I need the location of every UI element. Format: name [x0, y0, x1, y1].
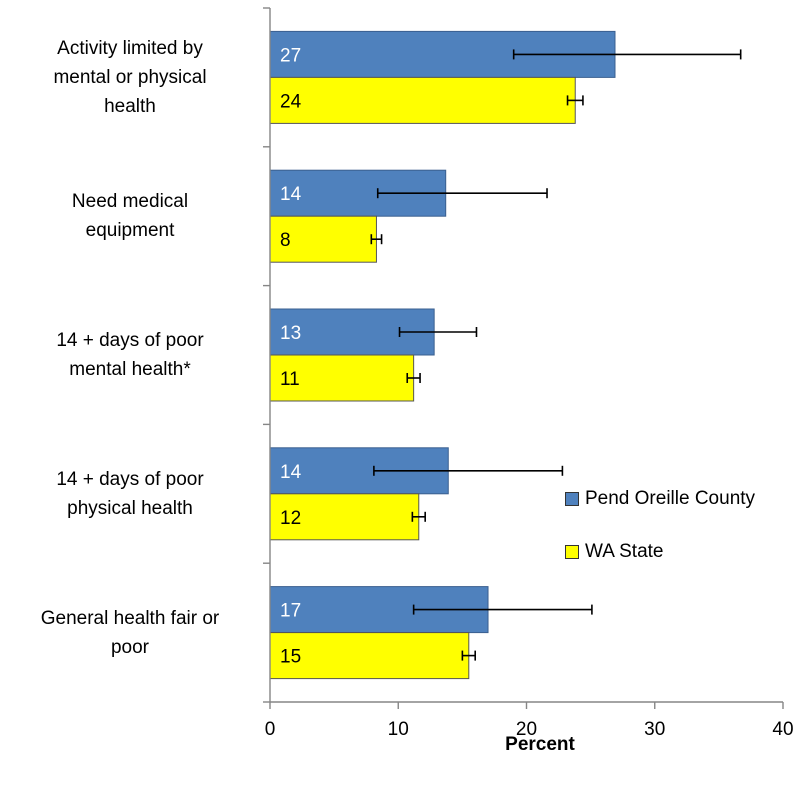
- category-label: Activity limited by mental or physical hea…: [0, 34, 260, 121]
- category-label-line: mental or physical: [53, 66, 207, 88]
- x-tick-label: 20: [516, 719, 537, 740]
- category-label-line: Need medical: [71, 191, 189, 213]
- legend-label-state: WA State: [585, 541, 664, 562]
- category-label: 14 + days of poor physical health: [0, 465, 260, 523]
- bar-value-label-county: 17: [280, 601, 301, 622]
- bar-state: [269, 76, 576, 124]
- legend-swatch-state: [565, 545, 579, 559]
- bar-state: [269, 632, 470, 680]
- bar-value-label-state: 24: [280, 91, 302, 112]
- bar-labels-layer: 27 24 14 8 13 11 14 12 17 15: [280, 45, 302, 667]
- error-bars-layer: [370, 49, 742, 661]
- bar-value-label-county: 14: [280, 462, 302, 483]
- bar-value-label-county: 27: [280, 45, 301, 66]
- legend: Pend Oreille County WA State: [565, 486, 755, 592]
- category-label: Need medical equipment: [0, 187, 260, 245]
- bar-value-label-state: 12: [280, 508, 301, 529]
- category-label: 14 + days of poor mental health*: [0, 326, 260, 384]
- x-tick-label: 40: [772, 719, 793, 740]
- category-label-line: equipment: [85, 220, 175, 242]
- bar-value-label-county: 13: [280, 323, 301, 344]
- bar-state: [269, 354, 415, 402]
- x-axis-title: Percent: [505, 734, 575, 755]
- bar-state: [269, 215, 377, 263]
- category-label-line: mental health*: [69, 359, 191, 380]
- category-label-line: General health fair or: [40, 607, 220, 629]
- category-label-line: physical health: [67, 497, 193, 519]
- x-tick-label: 0: [265, 719, 276, 740]
- axes-layer: 0 10 20 30 40: [263, 7, 794, 740]
- bar-value-label-state: 11: [280, 369, 300, 390]
- bar-value-label-county: 14: [280, 184, 302, 205]
- legend-label-county: Pend Oreille County: [585, 488, 756, 509]
- category-label-line: poor: [110, 636, 150, 658]
- category-label-line: Activity limited by: [57, 37, 203, 59]
- bars-layer: [269, 30, 616, 680]
- category-label-line: 14 + days of poor: [56, 468, 204, 490]
- legend-item-state: WA State: [565, 539, 755, 565]
- bar-value-label-state: 15: [280, 647, 301, 668]
- legend-swatch-county: [565, 492, 579, 506]
- x-tick-label: 30: [644, 719, 665, 740]
- category-label-line: health: [104, 95, 156, 117]
- category-label-line: 14 + days of poor: [56, 330, 204, 351]
- legend-item-county: Pend Oreille County: [565, 486, 755, 512]
- category-label: General health fair or poor: [0, 604, 260, 662]
- bar-value-label-state: 8: [280, 230, 291, 251]
- x-tick-label: 10: [388, 719, 409, 740]
